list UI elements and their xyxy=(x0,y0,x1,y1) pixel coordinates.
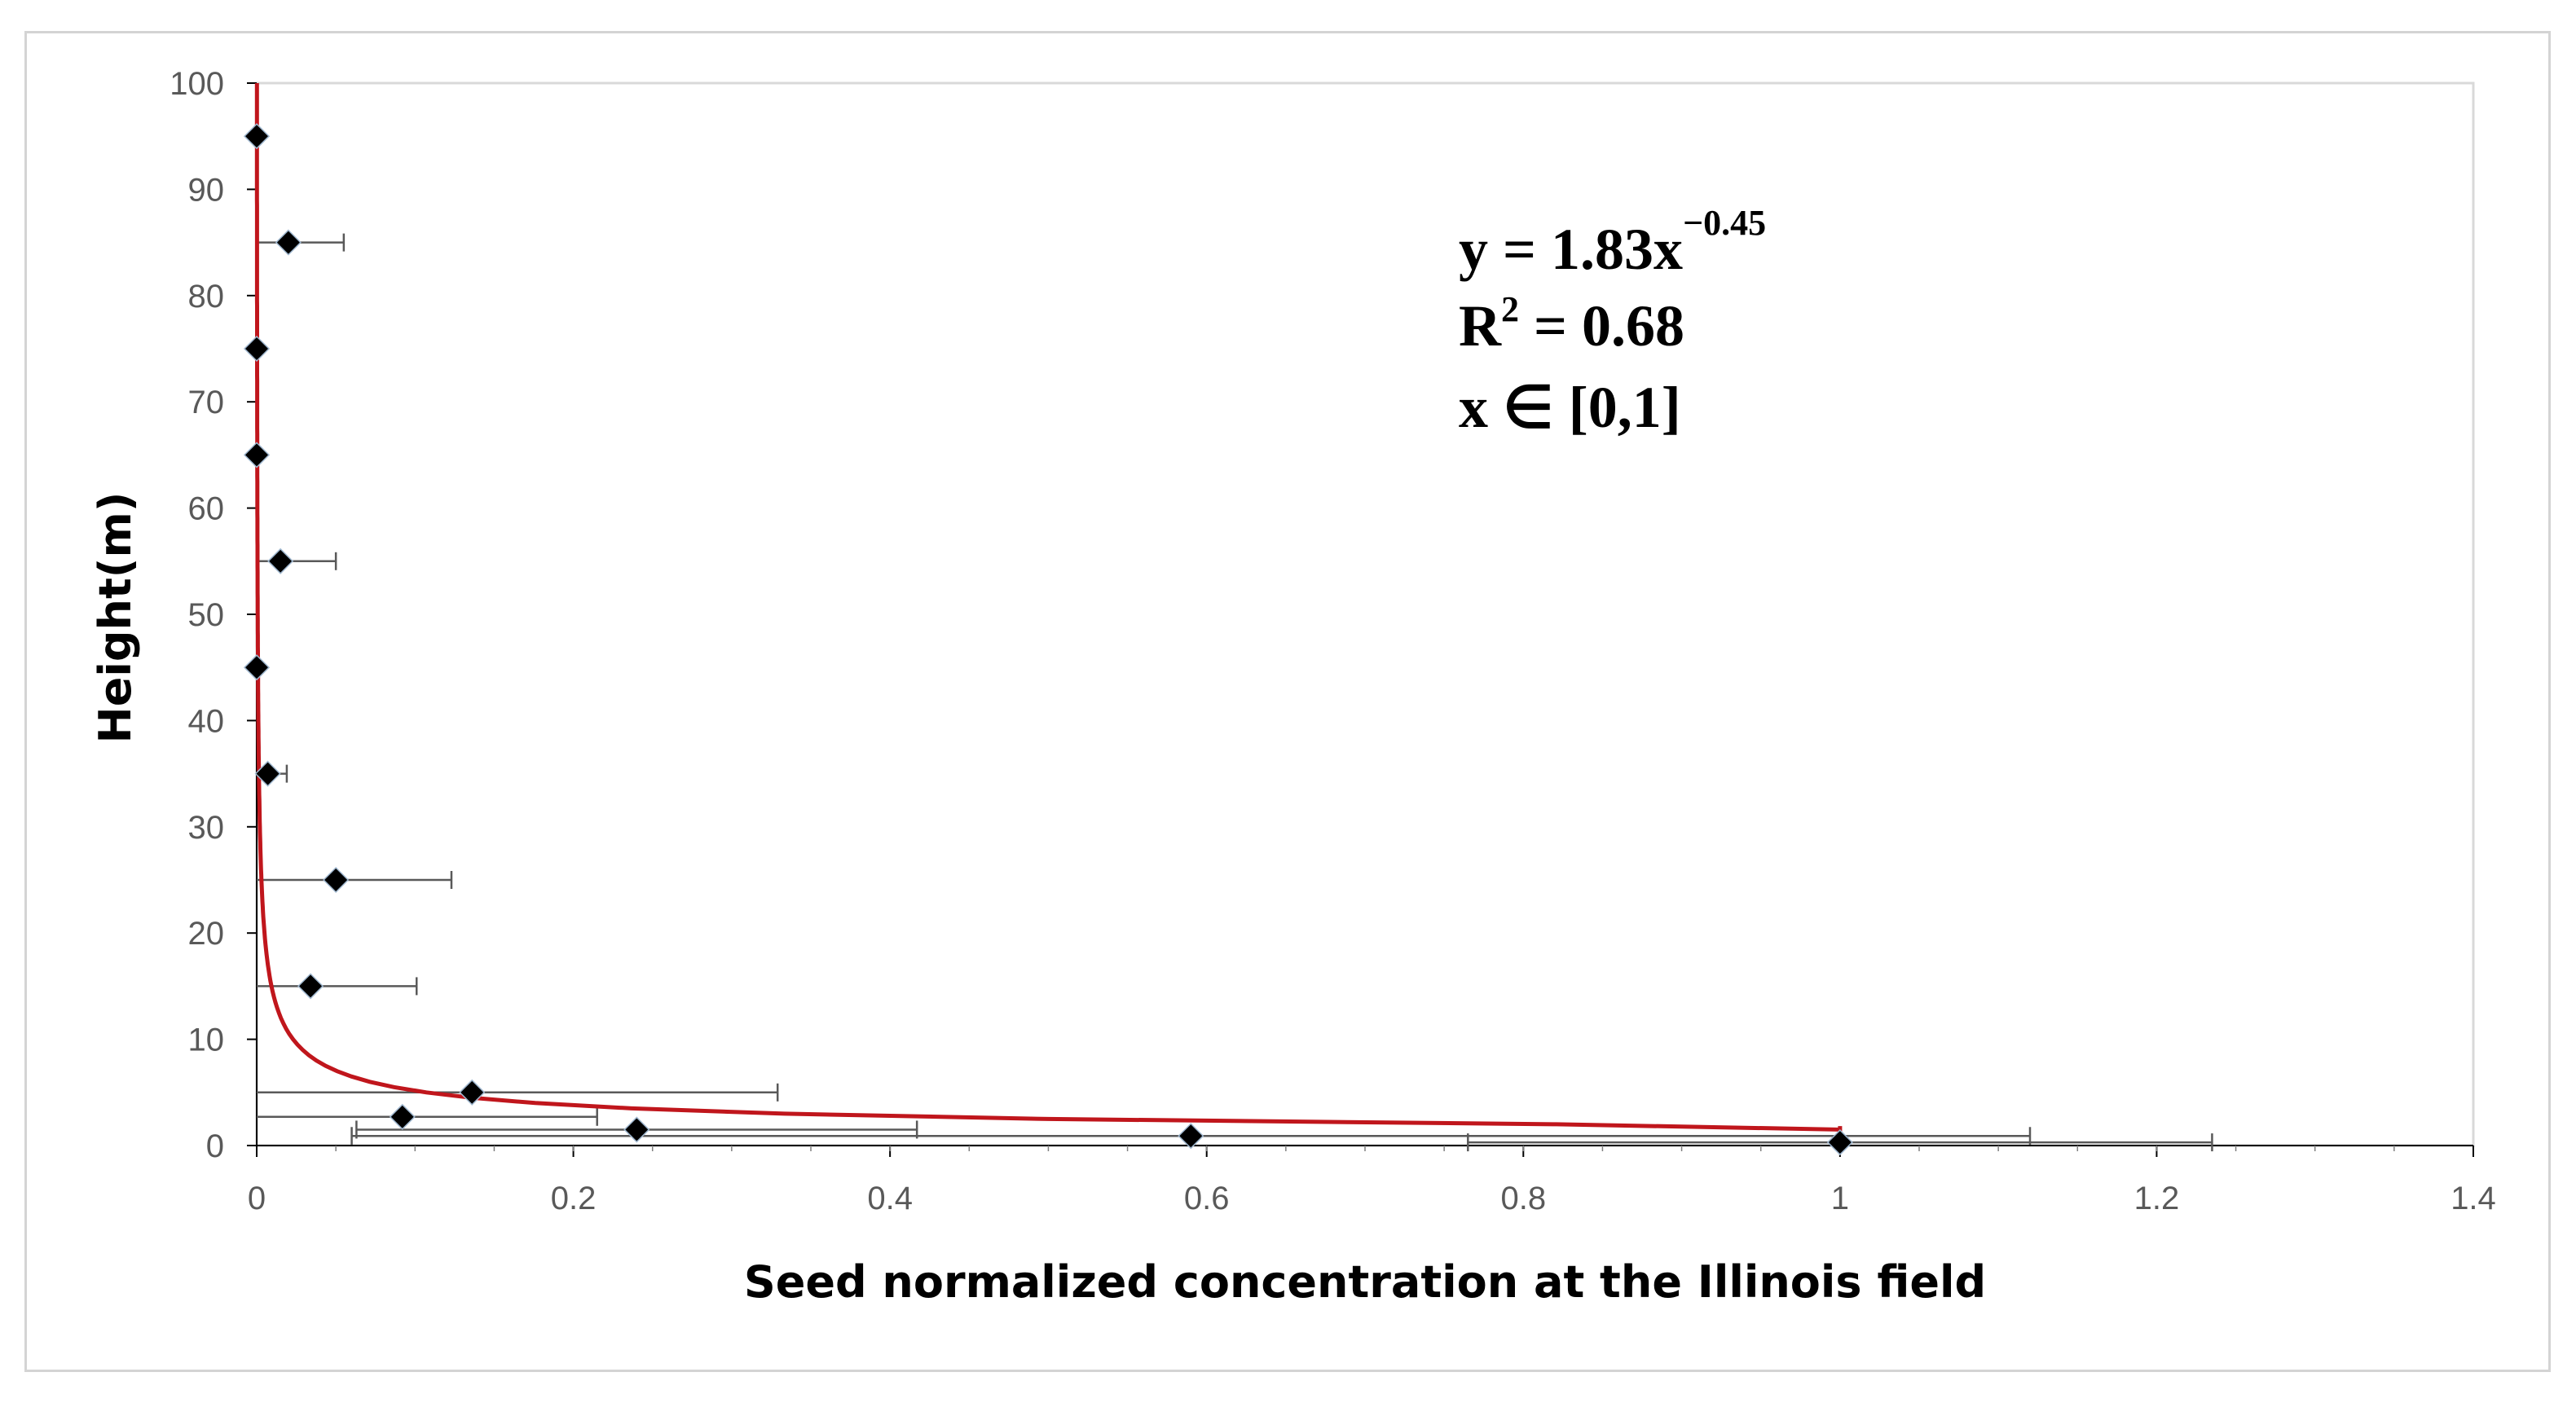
data-point xyxy=(267,548,294,574)
data-point xyxy=(297,973,324,1000)
fit-equation-main: y = 1.83x xyxy=(1459,217,1683,282)
x-axis-title: Seed normalized concentration at the Ill… xyxy=(744,1256,1986,1308)
r-squared-value: = 0.68 xyxy=(1519,293,1684,358)
y-tick-label: 0 xyxy=(206,1128,224,1164)
y-tick-label: 10 xyxy=(188,1023,225,1058)
y-tick-label: 40 xyxy=(188,703,225,739)
y-tick-label: 60 xyxy=(188,491,225,527)
data-point xyxy=(1826,1129,1853,1156)
data-point xyxy=(254,760,281,787)
data-point xyxy=(323,866,350,894)
data-point xyxy=(389,1103,416,1130)
y-tick-label: 50 xyxy=(188,597,225,633)
y-tick-label: 30 xyxy=(188,810,225,846)
x-tick-label: 0.2 xyxy=(551,1181,597,1216)
y-tick-label: 90 xyxy=(188,172,225,208)
x-tick-label: 1.2 xyxy=(2134,1181,2180,1216)
fit-equation-exponent: −0.45 xyxy=(1683,203,1766,243)
data-point xyxy=(275,229,302,256)
data-point xyxy=(243,123,271,150)
y-tick-label: 100 xyxy=(170,66,224,102)
data-point xyxy=(243,442,271,468)
x-tick-label: 0.6 xyxy=(1184,1181,1230,1216)
plot-area xyxy=(255,81,2475,1147)
data-point xyxy=(1178,1123,1204,1150)
fit-domain: x ∈ [0,1] xyxy=(1459,375,1681,440)
x-tick-label: 0 xyxy=(248,1181,266,1216)
r-squared-superscript: 2 xyxy=(1501,289,1519,329)
y-tick-label: 20 xyxy=(188,916,225,952)
data-point xyxy=(243,335,271,363)
r-squared-base: R xyxy=(1459,293,1502,358)
data-point xyxy=(243,654,271,681)
x-tick-label: 0.4 xyxy=(867,1181,913,1216)
fit-curve xyxy=(254,83,1843,1141)
x-tick-label: 1 xyxy=(1831,1181,1849,1216)
y-tick-label: 70 xyxy=(188,385,225,420)
y-tick-label: 80 xyxy=(188,279,225,314)
r-squared: R2 = 0.68 xyxy=(1459,289,1684,358)
x-tick-label: 0.8 xyxy=(1500,1181,1546,1216)
y-axis-title: Height(m) xyxy=(90,492,141,744)
fit-equation: y = 1.83x−0.45 xyxy=(1459,203,1766,282)
data-point xyxy=(459,1079,486,1106)
x-tick-label: 1.4 xyxy=(2451,1181,2496,1216)
data-point xyxy=(623,1116,650,1143)
